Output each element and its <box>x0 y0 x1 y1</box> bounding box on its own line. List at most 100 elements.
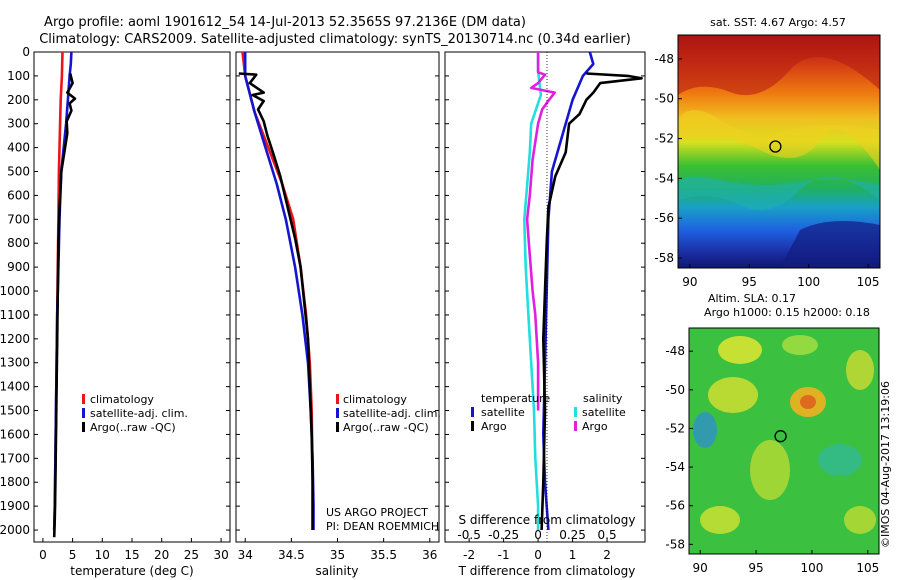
x-tick-label: 15 <box>124 548 139 562</box>
figure-title-line2: Climatology: CARS2009. Satellite-adjuste… <box>39 32 631 47</box>
legend-argo-label: Argo(..raw -QC) <box>90 421 176 434</box>
depth-tick-label: 300 <box>7 117 30 131</box>
x-tick-label: 35 <box>330 548 345 562</box>
sla-blob <box>750 440 790 500</box>
map-y-tick-label: -58 <box>654 251 674 265</box>
salinity-legend: climatology satellite-adj. clim. Argo(..… <box>336 393 441 434</box>
figure-title-line1: Argo profile: aoml 1901612_54 14-Jul-201… <box>44 15 526 30</box>
map-x-tick-label: 95 <box>742 275 757 289</box>
legend2-argo-swatch <box>336 422 339 432</box>
sst-cold-patch <box>780 221 880 268</box>
salinity-series <box>238 51 315 530</box>
map-x-tick-label: 105 <box>857 275 880 289</box>
sst-map-title: sat. SST: 4.67 Argo: 4.57 <box>710 16 846 29</box>
map-y-tick-label: -48 <box>665 344 685 358</box>
legend2-climatology-label: climatology <box>343 393 407 406</box>
legend-argo-swatch <box>82 422 85 432</box>
depth-tick-label: 100 <box>7 69 30 83</box>
map-x-tick-label: 105 <box>856 561 879 575</box>
legend2-climatology-swatch <box>336 394 339 404</box>
map-x-tick-label: 100 <box>800 561 823 575</box>
legend-climatology-label: climatology <box>90 393 154 406</box>
depth-tick-label: 1900 <box>0 499 30 513</box>
legend3-t-satellite-swatch <box>471 407 474 417</box>
difference-legend: temperature salinity satellite Argo sate… <box>471 392 626 433</box>
sla-blob <box>693 412 717 448</box>
map-x-tick-label: 95 <box>748 561 763 575</box>
sla-map-subtitle: Argo h1000: 0.15 h2000: 0.18 <box>704 306 870 319</box>
depth-tick-label: 700 <box>7 212 30 226</box>
x-tick-label: 10 <box>95 548 110 562</box>
series-line-magenta <box>525 52 557 411</box>
temperature-x-tick-labels: 0 5 10 15 20 25 30 <box>39 548 229 562</box>
s-diff-tick-label: -0.5 <box>457 528 480 542</box>
x-tick-label: 2 <box>603 548 611 562</box>
pi-credit: PI: DEAN ROEMMICH <box>326 520 439 533</box>
map-y-tick-label: -54 <box>654 171 674 185</box>
x-tick-label: -1 <box>498 548 510 562</box>
sst-warm-patch <box>678 35 880 96</box>
map-y-tick-label: -58 <box>665 537 685 551</box>
legend3-t-satellite-label: satellite <box>481 406 525 419</box>
legend2-satellite-label: satellite-adj. clim. <box>343 407 441 420</box>
series-line-black <box>238 72 314 530</box>
map-x-tick-label: 100 <box>797 275 820 289</box>
map-y-tick-label: -56 <box>654 211 674 225</box>
legend3-t-argo-swatch <box>471 421 474 431</box>
legend-satellite-swatch <box>82 408 85 418</box>
sla-blob <box>718 336 762 364</box>
salinity-axis-label: salinity <box>315 564 358 578</box>
sla-blob <box>818 444 862 476</box>
s-difference-tick-labels: -0.5 -0.25 0 0.25 0.5 <box>457 528 616 542</box>
sla-blob <box>708 377 758 413</box>
project-credit: US ARGO PROJECT <box>326 506 428 519</box>
legend3-s-argo-swatch <box>574 421 577 431</box>
axis-tick-marks <box>34 51 645 542</box>
depth-tick-label: 2000 <box>0 523 30 537</box>
sst-teal-band <box>678 176 880 210</box>
temperature-axis-label: temperature (deg C) <box>70 564 193 578</box>
series-line-black <box>52 73 77 538</box>
legend2-argo-label: Argo(..raw -QC) <box>343 421 429 434</box>
legend-satellite-label: satellite-adj. clim. <box>90 407 188 420</box>
sla-blob <box>700 506 740 534</box>
x-tick-label: 35.5 <box>370 548 397 562</box>
argo-location-marker-sla <box>774 430 787 443</box>
t-difference-axis-label: T difference from climatology <box>458 564 636 578</box>
map-y-tick-label: -54 <box>665 460 685 474</box>
sla-blob <box>844 506 876 534</box>
sst-map-frame <box>677 34 881 269</box>
sla-map-frame <box>688 327 880 555</box>
depth-tick-label: 1400 <box>0 380 30 394</box>
depth-tick-label: 1600 <box>0 427 30 441</box>
map-x-tick-label: 90 <box>693 561 708 575</box>
sla-map-title: Altim. SLA: 0.17 <box>708 292 796 305</box>
map-y-tick-label: -52 <box>665 421 685 435</box>
x-tick-label: 34.5 <box>278 548 305 562</box>
sst-yellow-band <box>678 110 880 170</box>
depth-tick-label: 600 <box>7 188 30 202</box>
depth-tick-label: 900 <box>7 260 30 274</box>
depth-tick-label: 200 <box>7 93 30 107</box>
s-diff-tick-label: -0.25 <box>488 528 519 542</box>
x-tick-label: 30 <box>213 548 228 562</box>
depth-tick-label: 800 <box>7 236 30 250</box>
legend3-s-argo-label: Argo <box>582 420 608 433</box>
difference-plot-frame <box>444 51 646 543</box>
salinity-x-tick-labels: 34 34.5 35 35.5 36 <box>238 548 438 562</box>
depth-tick-label: 400 <box>7 141 30 155</box>
x-tick-label: -2 <box>463 548 475 562</box>
temperature-series <box>52 51 77 538</box>
depth-tick-label: 1800 <box>0 475 30 489</box>
legend-climatology-swatch <box>82 394 85 404</box>
imos-timestamp: ©IMOS 04-Aug-2017 13:19:06 <box>879 381 892 548</box>
map-y-tick-label: -52 <box>654 132 674 146</box>
depth-axis-labels: 0 100 200 300 400 500 600 700 800 900 1000 1100 1200… <box>0 45 30 537</box>
series-line-cyan <box>522 52 543 530</box>
map-y-tick-label: -50 <box>665 383 685 397</box>
x-tick-label: 0 <box>534 548 542 562</box>
legend3-salinity-heading: salinity <box>583 392 623 405</box>
legend2-satellite-swatch <box>336 408 339 418</box>
depth-tick-label: 1100 <box>0 308 30 322</box>
